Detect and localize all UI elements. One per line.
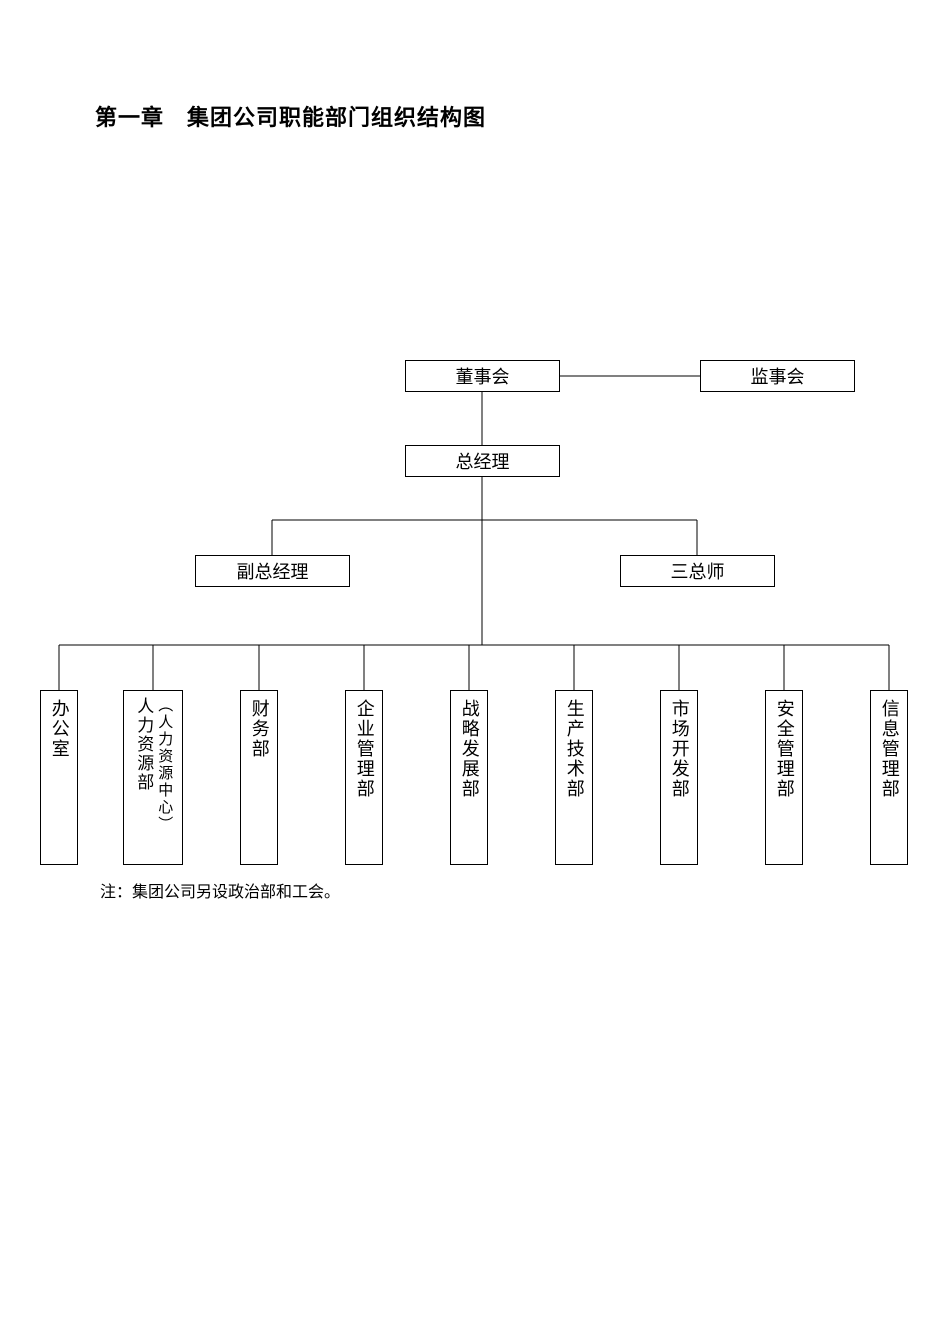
- node-d6: 市场开发部: [660, 690, 698, 865]
- node-d5-label: 生产技术部: [563, 699, 585, 799]
- node-dgm: 副总经理: [195, 555, 350, 587]
- node-d3-label: 企业管理部: [353, 699, 375, 799]
- node-d1-label: 人力资源部: [133, 697, 153, 792]
- node-d7: 安全管理部: [765, 690, 803, 865]
- node-d1: 人力资源部 （人力资源中心）: [123, 690, 183, 865]
- node-d8: 信息管理部: [870, 690, 908, 865]
- node-board: 董事会: [405, 360, 560, 392]
- node-supervisor: 监事会: [700, 360, 855, 392]
- node-gm: 总经理: [405, 445, 560, 477]
- node-d0: 办公室: [40, 690, 78, 865]
- node-d6-label: 市场开发部: [668, 699, 690, 799]
- node-d7-label: 安全管理部: [773, 699, 795, 799]
- node-d5: 生产技术部: [555, 690, 593, 865]
- node-d1-sublabel: （人力资源中心）: [155, 697, 173, 833]
- node-chief3-label: 三总师: [671, 558, 725, 584]
- node-chief3: 三总师: [620, 555, 775, 587]
- node-dgm-label: 副总经理: [237, 558, 309, 584]
- node-d2-label: 财务部: [248, 699, 270, 759]
- node-d4-label: 战略发展部: [458, 699, 480, 799]
- node-d4: 战略发展部: [450, 690, 488, 865]
- node-d8-label: 信息管理部: [878, 699, 900, 799]
- page: 第一章 集团公司职能部门组织结构图 董事会 监事会 总经理 副总经理 三总师 办…: [0, 0, 950, 1344]
- footnote: 注：集团公司另设政治部和工会。: [100, 878, 340, 902]
- node-board-label: 董事会: [456, 363, 510, 389]
- connectors: [0, 0, 950, 1344]
- node-supervisor-label: 监事会: [751, 363, 805, 389]
- node-d2: 财务部: [240, 690, 278, 865]
- page-title: 第一章 集团公司职能部门组织结构图: [95, 100, 486, 132]
- node-d3: 企业管理部: [345, 690, 383, 865]
- node-gm-label: 总经理: [456, 448, 510, 474]
- node-d0-label: 办公室: [48, 699, 70, 759]
